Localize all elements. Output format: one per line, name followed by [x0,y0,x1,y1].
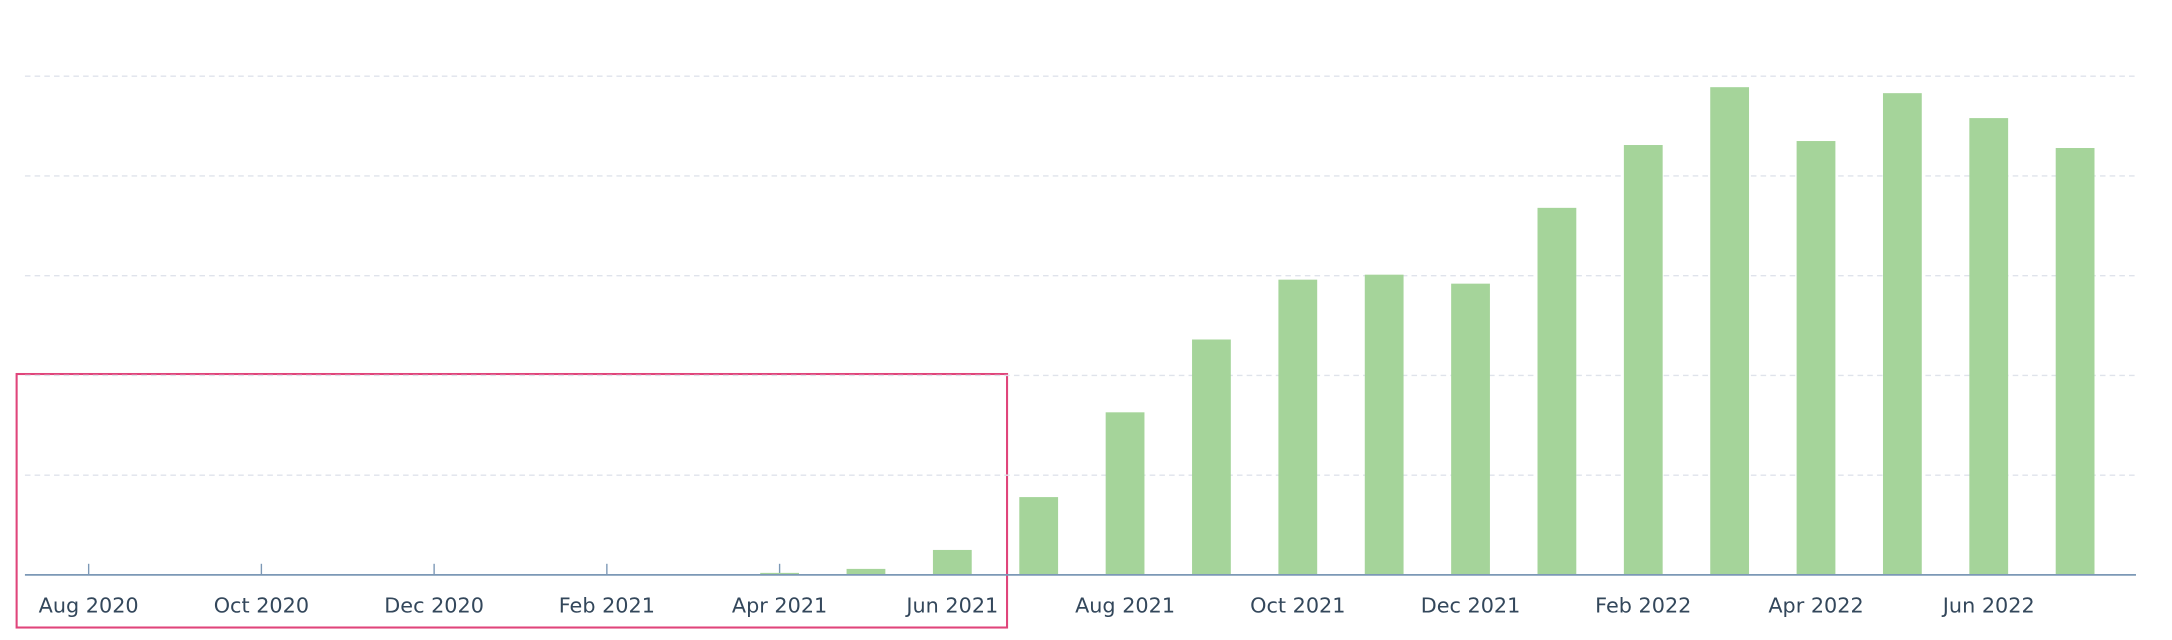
bar [1019,497,1059,575]
x-tick-label: Oct 2020 [214,594,309,618]
bar [1364,274,1404,575]
bar [1105,412,1145,575]
x-tick-label: Dec 2020 [384,594,484,618]
bar [1451,283,1490,575]
bar [1969,118,2009,575]
bar [760,572,799,575]
bar [2055,148,2095,575]
x-tick-label: Aug 2021 [1075,594,1175,618]
x-tick-label: Jun 2021 [904,594,998,618]
highlight-box [15,372,1009,629]
x-tick-label: Dec 2021 [1421,594,1521,618]
bar [1537,207,1577,575]
x-tick-label: Apr 2022 [1768,594,1863,618]
x-tick-label: Oct 2021 [1250,594,1345,618]
x-tick-label: Feb 2021 [559,594,655,618]
x-tick-label: Apr 2021 [732,594,827,618]
bar [846,568,886,575]
bar [1796,141,1836,575]
x-tick-label: Aug 2020 [39,594,139,618]
bar [1882,93,1922,575]
bar [932,549,972,575]
bar [1278,279,1318,575]
bar [1710,87,1750,575]
bar [1192,339,1231,575]
x-tick-label: Jun 2022 [1941,594,2035,618]
bar [1623,145,1663,575]
x-tick-label: Feb 2022 [1595,594,1691,618]
